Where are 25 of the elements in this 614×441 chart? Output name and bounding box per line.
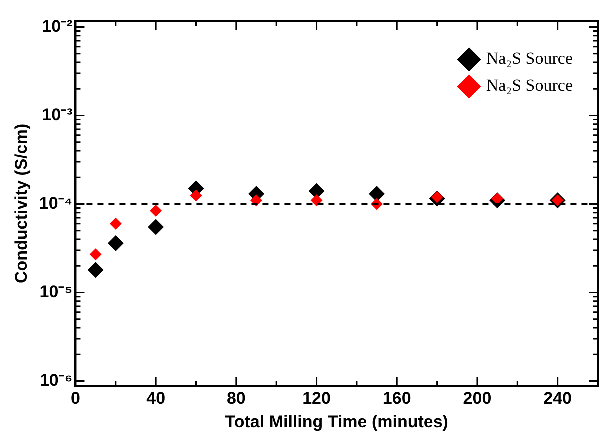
point [148, 219, 164, 236]
y-tick-label: 10⁻² [42, 16, 74, 36]
point [310, 194, 323, 207]
point [90, 248, 102, 261]
x-tick-label: 40 [146, 389, 166, 408]
x-tick-label: 160 [382, 389, 412, 408]
point [110, 218, 122, 230]
point [150, 204, 162, 217]
x-tick-label: 80 [226, 389, 246, 408]
x-tick-label: 120 [302, 389, 331, 408]
y-tick-label: 10⁻³ [42, 105, 74, 124]
x-tick-label: 200 [463, 389, 492, 408]
x-axis-title: Total Milling Time (minutes) [225, 412, 448, 432]
point [108, 236, 124, 252]
y-tick-label: 10⁻⁴ [39, 194, 73, 213]
y-tick-label: 10⁻⁵ [40, 282, 73, 302]
point [190, 190, 202, 202]
point [369, 186, 386, 202]
x-tick-label: 0 [70, 389, 80, 408]
x-tick-label: 240 [544, 389, 572, 408]
y-axis-title: Conductivity (S/cm) [12, 124, 31, 284]
point [88, 262, 104, 278]
y-tick-label: 10⁻⁶ [40, 370, 73, 390]
legend-label: Na₂S Source [486, 49, 574, 68]
legend-label: Na₂S Source [486, 76, 574, 96]
